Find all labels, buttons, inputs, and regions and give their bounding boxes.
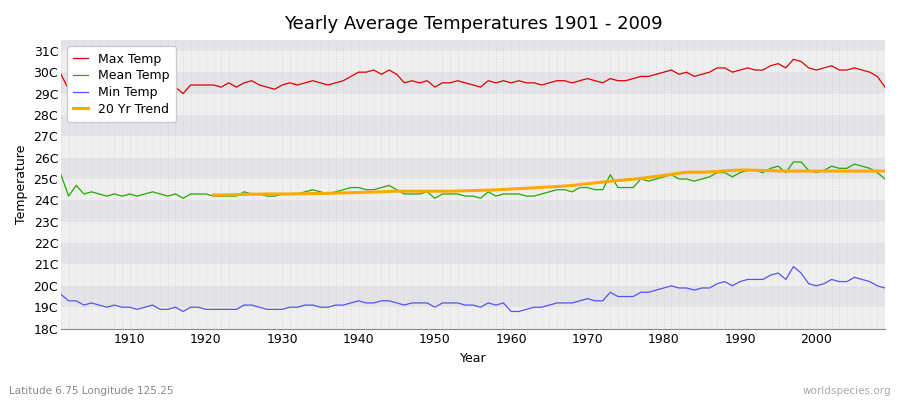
X-axis label: Year: Year	[460, 352, 486, 365]
Legend: Max Temp, Mean Temp, Min Temp, 20 Yr Trend: Max Temp, Mean Temp, Min Temp, 20 Yr Tre…	[68, 46, 176, 122]
Bar	[61, 179, 885, 200]
Min Temp	[513, 309, 524, 314]
Bar	[61, 158, 885, 179]
Bar	[61, 286, 885, 307]
Max Temp	[879, 85, 890, 90]
Max Temp	[605, 76, 616, 81]
Title: Yearly Average Temperatures 1901 - 2009: Yearly Average Temperatures 1901 - 2009	[284, 15, 662, 33]
20 Yr Trend	[346, 190, 356, 195]
Max Temp	[292, 82, 303, 87]
Min Temp	[56, 292, 67, 297]
Text: Latitude 6.75 Longitude 125.25: Latitude 6.75 Longitude 125.25	[9, 386, 174, 396]
Mean Temp	[56, 172, 67, 177]
20 Yr Trend	[734, 168, 745, 172]
Text: worldspecies.org: worldspecies.org	[803, 386, 891, 396]
Mean Temp	[879, 177, 890, 182]
Min Temp	[506, 309, 517, 314]
Max Temp	[788, 57, 799, 62]
Bar	[61, 51, 885, 72]
Bar	[61, 243, 885, 264]
Max Temp	[513, 78, 524, 83]
Min Temp	[605, 290, 616, 295]
Bar	[61, 72, 885, 94]
Line: Max Temp: Max Temp	[61, 59, 885, 94]
20 Yr Trend	[277, 192, 288, 196]
Mean Temp	[117, 194, 128, 198]
20 Yr Trend	[208, 193, 219, 198]
Mean Temp	[506, 192, 517, 196]
Mean Temp	[513, 192, 524, 196]
Min Temp	[338, 303, 348, 308]
Max Temp	[506, 80, 517, 85]
Line: Min Temp: Min Temp	[61, 267, 885, 312]
Bar	[61, 200, 885, 222]
20 Yr Trend	[552, 184, 562, 189]
Mean Temp	[292, 192, 303, 196]
Max Temp	[177, 91, 188, 96]
Max Temp	[56, 72, 67, 77]
Min Temp	[788, 264, 799, 269]
Max Temp	[338, 78, 348, 83]
Min Temp	[879, 286, 890, 290]
Line: Mean Temp: Mean Temp	[61, 162, 885, 198]
20 Yr Trend	[811, 169, 822, 174]
Max Temp	[117, 89, 128, 94]
Bar	[61, 94, 885, 115]
Line: 20 Yr Trend: 20 Yr Trend	[213, 170, 885, 195]
Bar	[61, 307, 885, 328]
Mean Temp	[177, 196, 188, 201]
Mean Temp	[788, 160, 799, 164]
Mean Temp	[605, 172, 616, 177]
Bar	[61, 136, 885, 158]
20 Yr Trend	[292, 191, 303, 196]
Bar	[61, 264, 885, 286]
Min Temp	[292, 305, 303, 310]
Bar	[61, 222, 885, 243]
Bar	[61, 115, 885, 136]
20 Yr Trend	[879, 169, 890, 174]
Min Temp	[117, 305, 128, 310]
Bar	[61, 30, 885, 51]
Mean Temp	[338, 187, 348, 192]
Y-axis label: Temperature: Temperature	[15, 145, 28, 224]
Min Temp	[177, 309, 188, 314]
20 Yr Trend	[468, 188, 479, 193]
